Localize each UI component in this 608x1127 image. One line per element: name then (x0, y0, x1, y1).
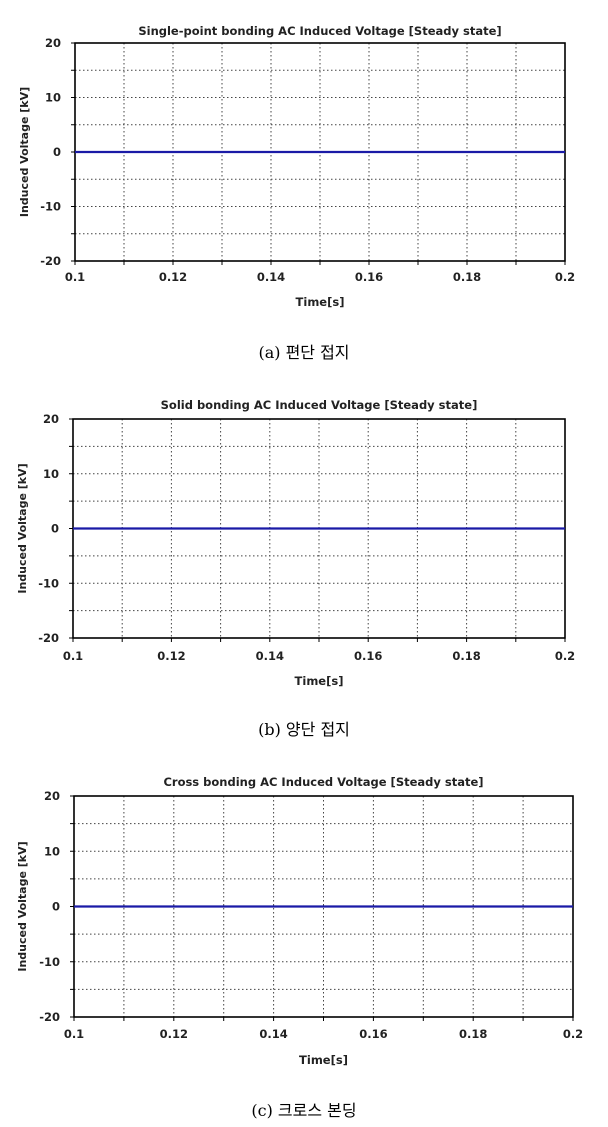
x-tick-label: 0.2 (555, 270, 575, 284)
y-tick-label: 10 (43, 467, 59, 481)
x-tick-label: 0.14 (259, 1027, 287, 1041)
x-axis-label: Time[s] (296, 295, 345, 309)
x-axis-label: Time[s] (299, 1053, 348, 1067)
x-tick-label: 0.2 (555, 649, 575, 663)
y-tick-label: 20 (44, 789, 60, 803)
chart-title: Single-point bonding AC Induced Voltage … (138, 24, 501, 38)
x-tick-label: 0.18 (452, 649, 480, 663)
x-tick-label: 0.1 (65, 270, 85, 284)
y-tick-label: 0 (51, 522, 59, 536)
x-tick-label: 0.2 (563, 1027, 583, 1041)
x-tick-label: 0.14 (256, 649, 284, 663)
chart-a: Single-point bonding AC Induced Voltage … (18, 24, 575, 309)
x-tick-label: 0.12 (160, 1027, 188, 1041)
caption-a: (a) 편단 접지 (258, 343, 350, 362)
chart-panel-c: Cross bonding AC Induced Voltage [Steady… (0, 755, 608, 1075)
x-tick-label: 0.16 (355, 270, 383, 284)
x-tick-label: 0.14 (257, 270, 285, 284)
chart-b: Solid bonding AC Induced Voltage [Steady… (16, 398, 575, 688)
x-axis-label: Time[s] (295, 674, 344, 688)
x-tick-label: 0.18 (459, 1027, 487, 1041)
x-tick-label: 0.12 (159, 270, 187, 284)
x-tick-label: 0.1 (64, 1027, 84, 1041)
y-tick-label: 20 (45, 36, 61, 50)
x-tick-label: 0.16 (359, 1027, 387, 1041)
x-tick-label: 0.16 (354, 649, 382, 663)
y-tick-label: 10 (44, 844, 60, 858)
y-tick-label: -10 (40, 200, 61, 214)
y-axis-label: Induced Voltage [kV] (16, 463, 29, 593)
y-tick-label: 0 (53, 145, 61, 159)
chart-c: Cross bonding AC Induced Voltage [Steady… (16, 775, 583, 1067)
y-tick-label: -10 (38, 576, 59, 590)
y-tick-label: -20 (40, 254, 61, 268)
x-tick-label: 0.12 (157, 649, 185, 663)
y-tick-label: -20 (38, 631, 59, 645)
caption-c: (c) 크로스 본딩 (251, 1101, 357, 1120)
y-tick-label: -20 (39, 1010, 60, 1024)
caption-b: (b) 양단 접지 (258, 720, 350, 739)
chart-title: Solid bonding AC Induced Voltage [Steady… (161, 398, 478, 412)
y-axis-label: Induced Voltage [kV] (18, 87, 31, 217)
y-tick-label: -10 (39, 955, 60, 969)
y-axis-label: Induced Voltage [kV] (16, 841, 29, 971)
y-tick-label: 0 (52, 900, 60, 914)
chart-panel-b: Solid bonding AC Induced Voltage [Steady… (0, 378, 608, 698)
chart-title: Cross bonding AC Induced Voltage [Steady… (163, 775, 483, 789)
x-tick-label: 0.18 (453, 270, 481, 284)
chart-panel-a: Single-point bonding AC Induced Voltage … (0, 0, 608, 320)
y-tick-label: 20 (43, 412, 59, 426)
x-tick-label: 0.1 (63, 649, 83, 663)
y-tick-label: 10 (45, 91, 61, 105)
